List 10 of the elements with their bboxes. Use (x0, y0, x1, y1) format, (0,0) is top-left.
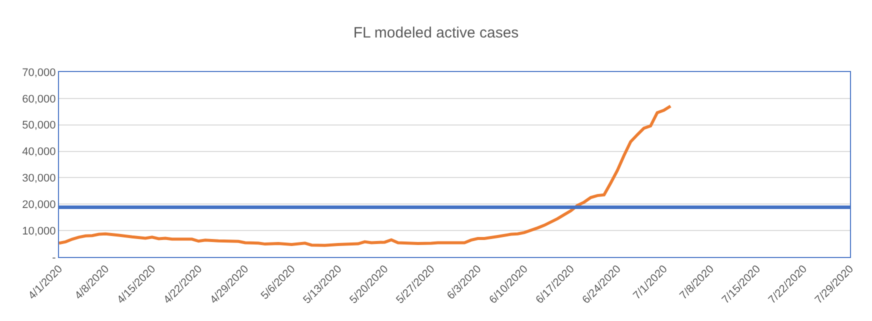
y-tick-label: 50,000 (22, 120, 56, 132)
y-tick-label: 10,000 (22, 225, 56, 238)
y-tick-label: 70,000 (22, 66, 56, 79)
y-tick-label: 30,000 (22, 172, 56, 185)
y-tick-label: 20,000 (22, 198, 56, 211)
y-tick-label: 60,000 (22, 93, 56, 106)
y-tick-label: - (52, 252, 56, 264)
line-series (59, 104, 672, 247)
y-tick-label: 40,000 (22, 146, 56, 158)
chart-title: FL modeled active cases (353, 24, 519, 42)
